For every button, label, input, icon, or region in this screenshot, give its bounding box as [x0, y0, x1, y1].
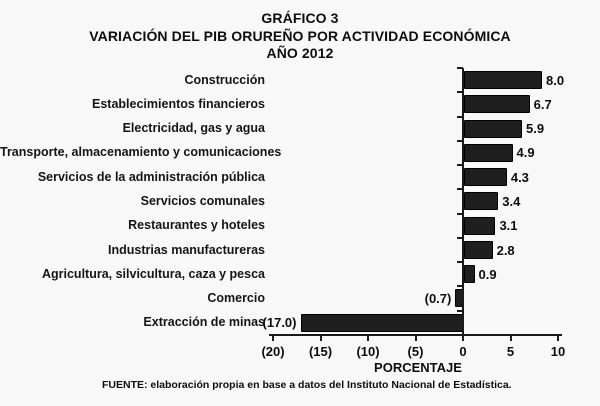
- chart-title-line2: VARIACIÓN DEL PIB ORUREÑO POR ACTIVIDAD …: [89, 27, 511, 44]
- bar: [464, 216, 496, 235]
- value-axis-line: [269, 334, 562, 336]
- bar: [300, 313, 464, 332]
- category-axis-tick: [457, 115, 463, 118]
- category-label: Industrias manufactureras: [108, 242, 265, 257]
- bar: [464, 143, 513, 162]
- category-label: Electricidad, gas y agua: [122, 121, 265, 136]
- category-axis-tick: [457, 91, 463, 94]
- value-axis-tick: [557, 336, 559, 341]
- bar: [464, 95, 530, 114]
- value-axis-tick: [414, 336, 417, 341]
- value-label: 0.9: [478, 266, 497, 282]
- x-tick-label: 5: [506, 344, 515, 359]
- x-tick-label: (20): [261, 344, 285, 359]
- category-label: Comercio: [207, 291, 265, 306]
- category-axis-tick: [457, 309, 463, 312]
- x-tick-label: (15): [308, 344, 333, 359]
- category-label: Extracción de minas: [143, 315, 265, 330]
- x-tick-label: 10: [550, 344, 566, 359]
- bar: [464, 240, 493, 259]
- category-label: Construcción: [184, 72, 265, 87]
- bar: [464, 265, 475, 284]
- category-label: Servicios de la administración pública: [37, 169, 265, 184]
- value-label: 3.4: [502, 194, 521, 209]
- bar: [464, 119, 523, 138]
- x-tick-label: 0: [459, 344, 467, 359]
- value-label: 4.3: [510, 169, 529, 185]
- x-tick-label: (5): [407, 344, 424, 359]
- value-label: 6.7: [533, 96, 552, 112]
- value-axis-tick: [319, 336, 322, 341]
- category-label: Agricultura, silvicultura, caza y pesca: [41, 266, 265, 281]
- category-axis-tick: [457, 236, 463, 239]
- category-axis-line: [462, 68, 464, 335]
- bar: [464, 192, 499, 211]
- value-label: (17.0): [262, 315, 297, 331]
- value-label: (0.7): [424, 291, 452, 307]
- category-label: Establecimientos financieros: [92, 96, 265, 111]
- category-axis-tick: [457, 212, 463, 215]
- value-label: 3.1: [499, 218, 518, 234]
- chart-title-line3: AÑO 2012: [266, 45, 334, 61]
- value-label: 4.9: [516, 145, 535, 161]
- value-label: 2.8: [496, 242, 515, 258]
- category-axis-tick: [457, 285, 463, 288]
- value-axis-tick: [462, 336, 464, 341]
- category-axis-tick: [457, 261, 463, 264]
- category-label: Restaurantes y hoteles: [128, 218, 265, 233]
- category-axis-tick: [457, 164, 463, 167]
- category-label: Servicios comunales: [140, 194, 265, 208]
- category-axis-tick: [457, 188, 463, 191]
- chart-title-line1: GRÁFICO 3: [261, 10, 339, 26]
- x-tick-label: (10): [356, 344, 380, 359]
- value-axis-tick: [367, 336, 369, 341]
- chart-title: GRÁFICO 3 VARIACIÓN DEL PIB ORUREÑO POR …: [0, 10, 600, 63]
- category-axis-tick: [457, 67, 463, 69]
- bar: [464, 168, 507, 187]
- bar: [464, 71, 542, 89]
- value-label: 8.0: [546, 72, 565, 88]
- category-label: Transporte, almacenamiento y comunicacio…: [0, 145, 282, 160]
- source-note: FUENTE: elaboración propia en base a dat…: [102, 379, 512, 391]
- value-axis-tick: [272, 336, 274, 341]
- x-axis-title: PORCENTAJE: [374, 360, 462, 375]
- value-label: 5.9: [526, 121, 545, 137]
- value-axis-tick: [509, 336, 512, 341]
- category-axis-tick: [457, 139, 463, 142]
